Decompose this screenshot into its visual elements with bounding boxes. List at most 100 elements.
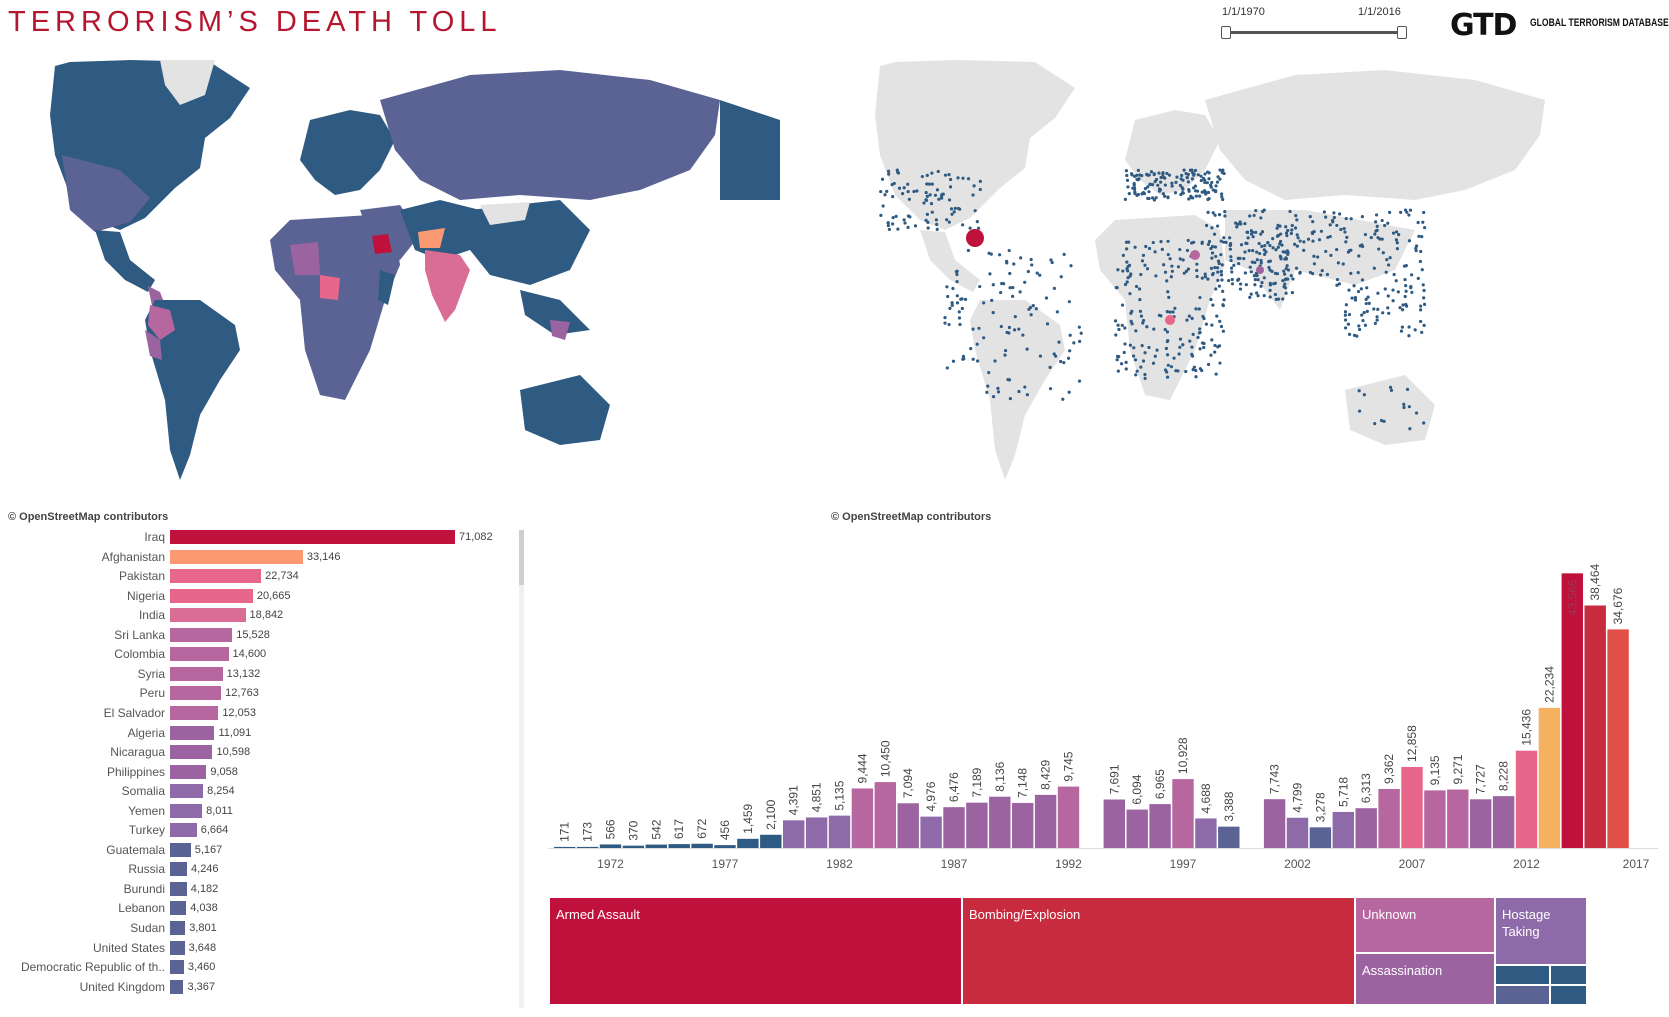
country-bar[interactable] [170,803,203,818]
date-range-slider[interactable] [1221,26,1407,39]
year-bar[interactable] [622,845,645,848]
country-bar[interactable] [170,686,222,701]
year-bar[interactable] [1447,789,1469,848]
year-bar[interactable] [1012,802,1034,848]
year-bar[interactable] [897,803,919,848]
year-bar[interactable] [1172,779,1194,848]
country-row[interactable]: Russia 4,246 [0,860,520,878]
year-bar[interactable] [1057,786,1080,848]
treemap-cell[interactable] [1550,985,1587,1005]
year-bar[interactable] [1401,766,1423,848]
country-bar[interactable] [170,530,455,544]
year-bar[interactable] [1561,573,1583,848]
country-bar[interactable] [170,921,186,935]
country-row[interactable]: India 18,842 [0,606,520,624]
year-bar[interactable] [1103,799,1125,848]
year-bar[interactable] [1034,794,1057,848]
year-bar[interactable] [1515,750,1538,848]
country-bar[interactable] [170,725,215,740]
country-row[interactable]: Iraq 71,082 [0,528,520,546]
slider-end-handle[interactable] [1397,26,1407,39]
treemap-cell[interactable]: Armed Assault [549,897,962,1005]
choropleth-world-map[interactable] [0,60,780,520]
year-bar[interactable] [714,845,736,848]
year-bar[interactable] [1126,809,1148,848]
year-bar[interactable] [1263,799,1286,848]
treemap-cell[interactable]: Hostage Taking [1495,897,1587,965]
year-bar[interactable] [1149,804,1171,848]
year-bar[interactable] [1492,796,1515,848]
map-credit-right[interactable]: © OpenStreetMap contributors [831,511,992,523]
country-bar[interactable] [170,647,229,662]
country-row[interactable]: Yemen 8,011 [0,802,520,820]
year-bar[interactable] [691,843,713,848]
country-bar[interactable] [170,705,219,720]
country-bar[interactable] [170,627,233,642]
country-bar[interactable] [170,666,223,681]
treemap-cell[interactable] [1495,965,1550,985]
country-bar[interactable] [170,549,303,564]
country-row[interactable]: Philippines 9,058 [0,763,520,781]
year-bar[interactable] [645,844,667,848]
country-row[interactable]: Syria 13,132 [0,665,520,683]
country-row[interactable]: Algeria 11,091 [0,724,520,742]
country-row[interactable]: Lebanon 4,038 [0,899,520,917]
country-bar[interactable] [170,588,253,603]
year-bar[interactable] [1195,818,1217,848]
country-row[interactable]: Nicaragua 10,598 [0,743,520,761]
country-bar[interactable] [170,569,262,584]
country-bar[interactable] [170,960,184,975]
country-bar-chart[interactable]: Iraq 71,082 Afghanistan 33,146 Pakistan 22,73… [0,528,520,1008]
country-row[interactable]: Democratic Republic of th.. 3,460 [0,958,520,976]
treemap-cell[interactable]: Bombing/Explosion [962,897,1355,1005]
country-row[interactable]: Burundi 4,182 [0,880,520,898]
year-bar[interactable] [1584,605,1606,848]
country-row[interactable]: Afghanistan 33,146 [0,548,520,566]
year-bar[interactable] [1332,811,1354,848]
slider-start-handle[interactable] [1221,26,1231,39]
country-row[interactable]: Nigeria 20,665 [0,587,520,605]
year-bar[interactable] [1378,788,1400,848]
country-row[interactable]: Somalia 8,254 [0,782,520,800]
year-bar[interactable] [943,807,965,848]
year-bar[interactable] [599,844,622,848]
country-row[interactable]: Sri Lanka 15,528 [0,626,520,644]
year-bar[interactable] [1286,817,1309,848]
country-row[interactable]: United States 3,648 [0,939,520,957]
year-bar[interactable] [760,834,782,848]
year-bar[interactable] [554,846,576,848]
country-row[interactable]: Pakistan 22,734 [0,567,520,585]
deaths-by-year-chart[interactable]: 171 173 566 370 542 617 672 456 1,459 2,100 4,391 4… [548,550,1658,895]
year-bar[interactable] [1470,799,1492,848]
year-bar[interactable] [1607,629,1629,848]
country-bar[interactable] [170,842,191,857]
map-credit-left[interactable]: © OpenStreetMap contributors [8,511,169,523]
country-bar[interactable] [170,784,204,799]
year-bar[interactable] [1538,707,1561,848]
year-bar[interactable] [783,820,805,848]
year-bar[interactable] [1218,826,1240,848]
year-bar[interactable] [805,817,828,848]
country-bar[interactable] [170,901,187,916]
country-bar[interactable] [170,608,246,623]
country-bar[interactable] [170,745,213,760]
country-bar[interactable] [170,823,197,838]
year-bar[interactable] [668,844,690,848]
country-bar[interactable] [170,862,188,877]
treemap-cell[interactable]: Unknown [1355,897,1495,953]
list-scrollbar-track[interactable] [519,530,524,1008]
year-bar[interactable] [874,782,896,848]
country-row[interactable]: Peru 12,763 [0,684,520,702]
year-bar[interactable] [1355,808,1377,848]
country-bar[interactable] [170,881,187,896]
year-bar[interactable] [1424,790,1446,848]
treemap-cell[interactable]: Assassination [1355,953,1495,1005]
year-bar[interactable] [737,838,759,848]
country-bar[interactable] [170,979,184,994]
attack-location-map[interactable] [825,60,1605,520]
list-scrollbar-thumb[interactable] [519,530,524,585]
year-bar[interactable] [920,816,942,848]
year-bar[interactable] [851,788,874,848]
country-bar[interactable] [170,764,207,779]
treemap-cell[interactable] [1550,965,1587,985]
